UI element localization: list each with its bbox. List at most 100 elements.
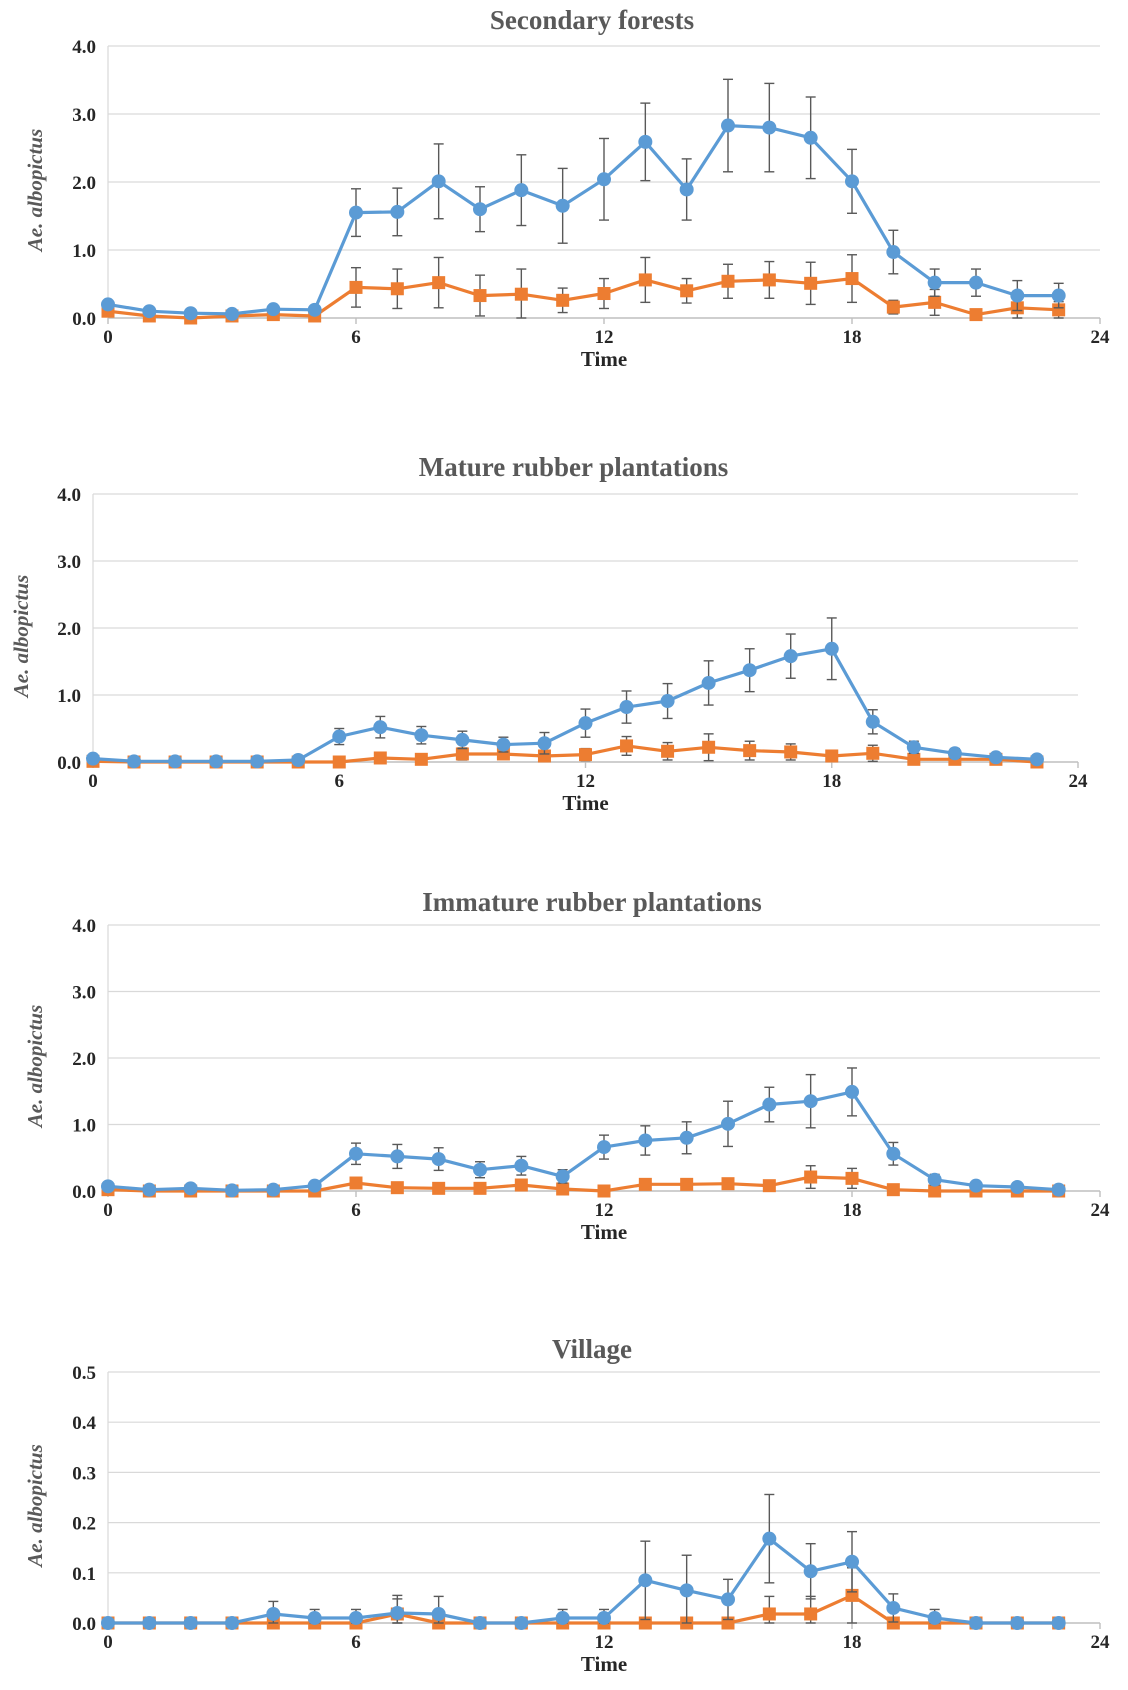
data-point (496, 737, 511, 752)
x-axis-label: Time (581, 1652, 627, 1676)
data-point (514, 1616, 529, 1630)
y-tick-label: 0.1 (72, 1564, 96, 1585)
data-point (784, 745, 798, 759)
data-point (928, 1184, 942, 1198)
data-point (250, 754, 265, 769)
data-point (431, 174, 446, 189)
y-tick-label: 2.0 (72, 173, 96, 194)
data-point (721, 118, 735, 133)
data-point (432, 276, 446, 290)
y-axis-label: Ae. albopictus (23, 1005, 47, 1130)
data-point (1051, 1616, 1066, 1630)
data-point (514, 1158, 529, 1173)
x-tick-label: 0 (103, 327, 113, 348)
data-point (473, 1162, 487, 1177)
data-point (307, 1610, 322, 1625)
y-tick-label: 4.0 (72, 916, 96, 937)
data-point (473, 1616, 487, 1630)
data-point (824, 641, 839, 656)
data-point (349, 1146, 363, 1161)
y-tick-label: 0.2 (72, 1514, 96, 1535)
series-line (108, 1593, 1059, 1625)
data-point (947, 746, 962, 761)
data-point (906, 740, 921, 755)
data-point (390, 1181, 404, 1195)
data-point (414, 752, 428, 766)
data-point (969, 1616, 983, 1630)
data-point (927, 1610, 942, 1625)
data-point (886, 1183, 900, 1197)
data-point (988, 750, 1003, 765)
data-point (886, 300, 900, 314)
data-point (373, 751, 387, 765)
data-point (679, 1130, 694, 1145)
series-line (92, 744, 1038, 764)
data-point (762, 273, 776, 287)
data-point (390, 204, 405, 219)
data-point (127, 754, 142, 769)
data-point (743, 744, 757, 758)
data-point (803, 1094, 818, 1109)
data-point (679, 1583, 694, 1598)
data-point (638, 134, 653, 149)
data-point (1010, 1616, 1025, 1630)
data-point (762, 1179, 776, 1193)
data-point (638, 1573, 653, 1588)
chart-title: Village (552, 1334, 632, 1364)
data-point (927, 1172, 942, 1187)
y-tick-label: 1.0 (57, 686, 81, 707)
data-point (845, 272, 859, 286)
data-point (661, 744, 675, 758)
x-tick-label: 6 (351, 327, 361, 348)
data-point (886, 1146, 901, 1161)
data-point (620, 739, 634, 753)
data-point (349, 1176, 363, 1190)
y-tick-label: 0.0 (72, 309, 96, 330)
chart-title: Secondary forests (490, 5, 694, 35)
data-point (680, 284, 694, 298)
data-point (455, 747, 469, 761)
y-tick-label: 0.3 (72, 1463, 96, 1484)
data-point (721, 1177, 735, 1191)
data-point (101, 1179, 115, 1194)
data-point (845, 174, 859, 189)
data-point (825, 749, 839, 763)
data-point (332, 755, 346, 769)
data-point (845, 1554, 859, 1569)
data-point (619, 700, 634, 715)
data-point (1051, 1182, 1066, 1197)
data-point (168, 754, 183, 769)
series-group (101, 254, 1066, 325)
x-tick-label: 18 (843, 1200, 862, 1221)
data-point (473, 202, 487, 217)
x-axis-label: Time (581, 1220, 627, 1244)
data-point (183, 1616, 198, 1630)
data-point (721, 1592, 735, 1607)
x-tick-label: 24 (1091, 1632, 1111, 1653)
data-point (578, 716, 593, 731)
x-tick-label: 24 (1091, 327, 1111, 348)
data-point (225, 1183, 239, 1198)
data-point (579, 748, 592, 762)
y-axis-label: Ae. albopictus (23, 1444, 47, 1569)
y-tick-label: 0.4 (72, 1413, 96, 1434)
series-group (86, 617, 1044, 769)
data-point (414, 728, 429, 743)
data-point (969, 308, 983, 322)
data-point (1052, 303, 1066, 317)
series-group (101, 78, 1066, 321)
y-tick-label: 0.0 (72, 1614, 96, 1635)
data-point (209, 754, 224, 769)
data-point (701, 675, 716, 690)
x-tick-label: 18 (843, 1632, 862, 1653)
data-point (804, 1170, 818, 1184)
series-group (101, 1067, 1066, 1198)
data-point (555, 1610, 570, 1625)
data-point (556, 1182, 570, 1196)
y-tick-label: 4.0 (57, 485, 81, 506)
data-point (804, 276, 818, 290)
data-point (432, 1181, 446, 1195)
data-point (431, 1606, 446, 1621)
data-point (266, 1606, 281, 1621)
